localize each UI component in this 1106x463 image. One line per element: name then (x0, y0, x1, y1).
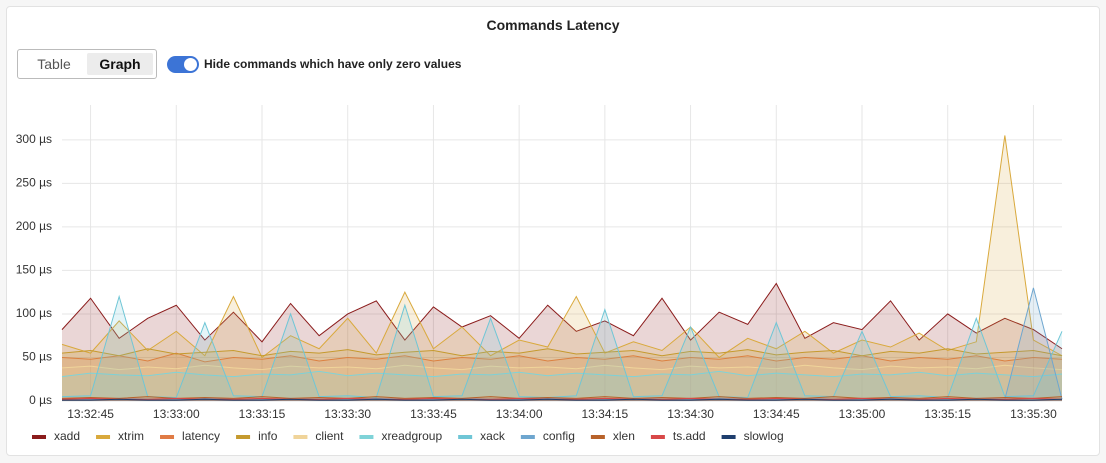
toggle-label: Hide commands which have only zero value… (204, 57, 462, 71)
legend-swatch (520, 435, 535, 439)
x-tick-label: 13:34:00 (496, 407, 543, 421)
x-tick-label: 13:33:00 (153, 407, 200, 421)
y-tick-label: 100 µs (16, 306, 52, 320)
y-tick-label: 0 µs (29, 393, 52, 407)
y-tick-label: 250 µs (16, 176, 52, 190)
legend-label: latency (182, 429, 220, 443)
area (62, 371, 1062, 401)
legend-swatch (458, 435, 473, 439)
x-tick-label: 13:33:30 (324, 407, 371, 421)
line (61, 396, 1063, 399)
legend-swatch (96, 435, 111, 439)
area (62, 353, 1062, 401)
tab[interactable]: Table (37, 56, 71, 72)
legend-swatch (359, 435, 374, 439)
y-tick-label: 200 µs (16, 219, 52, 233)
line (61, 370, 1063, 378)
legend-label: slowlog (744, 429, 784, 443)
legend-swatch (293, 435, 308, 439)
area (62, 296, 1062, 401)
legend-swatch (650, 435, 665, 439)
y-tick-label: 300 µs (16, 132, 52, 146)
line (61, 352, 1063, 363)
legend-label: xtrim (118, 429, 144, 443)
x-tick-label: 13:33:45 (410, 407, 457, 421)
x-tick-label: 13:34:30 (667, 407, 714, 421)
legend-label: info (258, 429, 278, 443)
line (61, 294, 1063, 399)
legend-label: client (315, 429, 344, 443)
legend-label: xlen (613, 429, 635, 443)
x-tick-label: 13:32:45 (67, 407, 114, 421)
legend-label: xreadgroup (381, 429, 442, 443)
line (62, 398, 1063, 401)
tab[interactable]: Graph (87, 53, 153, 75)
view-tabs: Table Graph (17, 49, 157, 79)
x-tick-label: 13:35:30 (1010, 407, 1057, 421)
area (62, 283, 1062, 401)
panel: Commands Latency Table Graph Hide comman… (6, 6, 1100, 456)
line (61, 348, 1063, 357)
toggle-switch[interactable] (167, 56, 199, 73)
y-tick-label: 150 µs (16, 263, 52, 277)
legend-label: config (543, 429, 575, 443)
line (61, 135, 1063, 359)
x-tick-label: 13:34:15 (581, 407, 628, 421)
x-tick-label: 13:35:00 (839, 407, 886, 421)
panel-title: Commands Latency (486, 17, 620, 33)
legend-swatch (721, 435, 736, 439)
y-tick-label: 50 µs (22, 350, 52, 364)
area (62, 365, 1062, 401)
x-tick-label: 13:35:15 (924, 407, 971, 421)
legend-swatch (160, 435, 175, 439)
line (61, 282, 1063, 350)
legend-swatch (590, 435, 605, 439)
legend-swatch (32, 435, 46, 439)
legend-label: xack (480, 429, 506, 443)
x-tick-label: 13:33:15 (239, 407, 286, 421)
legend-label: xadd (54, 429, 80, 443)
line (61, 364, 1063, 371)
legend-swatch (236, 435, 251, 439)
x-tick-label: 13:34:45 (753, 407, 800, 421)
legend-label: ts.add (673, 429, 706, 443)
